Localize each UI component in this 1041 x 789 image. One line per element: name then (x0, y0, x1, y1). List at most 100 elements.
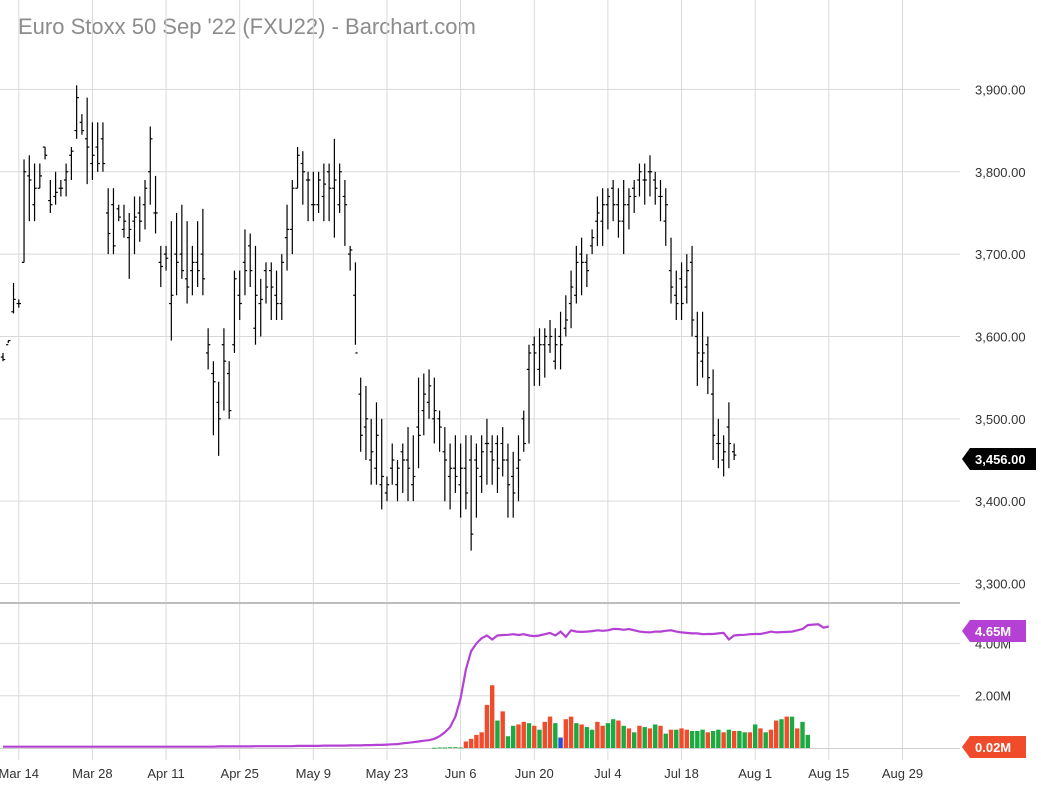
price-y-axis: 3,300.00 3,400.00 3,500.00 3,600.00 3,700.00… (975, 82, 1026, 591)
ohlc-bar (358, 377, 363, 452)
ohlc-bar (626, 188, 632, 230)
ohlc-bar (127, 212, 132, 279)
volume-bar (516, 724, 521, 748)
ohlc-bar (121, 204, 127, 238)
ohlc-bar (84, 97, 90, 185)
volume-bar (458, 747, 463, 749)
ohlc-bar (447, 443, 453, 510)
ohlc-bar (474, 443, 479, 518)
ohlc-bar (684, 254, 689, 304)
ohlc-bar (442, 427, 448, 502)
ohlc-bar (710, 369, 716, 460)
volume-bar (626, 728, 632, 748)
ohlc-bar (279, 254, 284, 320)
volume-bar (526, 723, 532, 748)
ohlc-bar (616, 188, 621, 238)
x-tick-label: Aug 29 (882, 766, 923, 781)
volume-bar (747, 732, 753, 748)
volume-bar (742, 732, 747, 748)
x-tick-label: Jun 6 (445, 766, 477, 781)
volume-bar (642, 727, 647, 748)
ohlc-bar (221, 328, 227, 411)
ohlc-bar (174, 212, 179, 296)
volume-bar (600, 725, 605, 748)
volume-bar (632, 732, 637, 748)
last-price-label: 3,456.00 (975, 452, 1026, 467)
ohlc-bar (489, 435, 495, 485)
ohlc-bar (321, 163, 327, 222)
x-axis: Mar 14 Mar 28 Apr 11 Apr 25 May 9 May 23 Jun 6… (0, 766, 923, 781)
ohlc-bar (11, 282, 16, 314)
ohlc-bar (384, 476, 390, 502)
ohlc-bar (526, 344, 532, 444)
ohlc-bar (390, 443, 395, 485)
ohlc-bar (311, 171, 316, 222)
ohlc-bar (700, 311, 705, 378)
ohlc-bar (537, 328, 542, 386)
volume-bar (610, 719, 616, 748)
x-tick-label: Jun 20 (515, 766, 554, 781)
last-price-badge-shape (962, 448, 1036, 470)
x-tick-label: Jul 4 (594, 766, 621, 781)
price-tick-label: 3,900.00 (975, 82, 1026, 97)
ohlc-bar (610, 180, 616, 222)
volume-bar (684, 729, 689, 748)
volume-bar (726, 729, 732, 748)
volume-bar (663, 733, 668, 748)
ohlc-bar (42, 146, 48, 160)
ohlc-bar (190, 245, 195, 296)
ohlc-bar (400, 443, 405, 493)
ohlc-bar (484, 418, 490, 485)
volume-bar (468, 738, 474, 748)
ohlc-bar (405, 427, 411, 502)
volume-bar (547, 716, 553, 748)
x-tick-label: Mar 28 (72, 766, 112, 781)
ohlc-bar (37, 163, 43, 189)
ohlc-bar (411, 435, 416, 502)
ohlc-bar (290, 180, 295, 255)
volume-bar (752, 724, 758, 748)
ohlc-bar (726, 402, 732, 469)
volume-bar (637, 725, 642, 748)
volume-bar (795, 728, 800, 748)
ohlc-bar (6, 339, 11, 346)
ohlc-bar (416, 377, 421, 469)
volume-bar (489, 685, 495, 748)
volume-bar (721, 732, 726, 748)
ohlc-bar (32, 163, 37, 222)
ohlc-bar (111, 188, 116, 255)
ohlc-bar (137, 196, 142, 242)
ohlc-bar (216, 381, 221, 456)
ohlc-bar (21, 159, 27, 263)
ohlc-bar (379, 418, 384, 510)
ohlc-bar (69, 147, 74, 180)
ohlc-bar (463, 435, 469, 510)
last-price-badge: 3,456.00 (962, 448, 1036, 470)
ohlc-bar (679, 262, 684, 320)
ohlc-bar (674, 270, 679, 320)
volume-bar (505, 736, 511, 748)
ohlc-bar (468, 435, 474, 551)
ohlc-bar (600, 188, 605, 246)
volume-bar (647, 728, 653, 748)
ohlc-bar (647, 155, 653, 197)
ohlc-bar (48, 180, 53, 213)
open-interest-label: 4.65M (975, 624, 1011, 639)
volume-bar (774, 720, 779, 748)
ohlc-bar (242, 229, 248, 296)
ohlc-bar (211, 361, 216, 436)
chart-title: Euro Stoxx 50 Sep '22 (FXU22) - Barchart… (18, 14, 476, 39)
ohlc-bar (326, 163, 332, 222)
ohlc-bar (153, 175, 158, 234)
ohlc-bar (689, 245, 695, 337)
open-interest-badge-shape (962, 620, 1026, 642)
ohlc-bar (505, 443, 511, 518)
ohlc-bar (74, 85, 79, 139)
ohlc-bar (305, 171, 311, 222)
price-grid (0, 88, 960, 585)
volume-bar (574, 723, 579, 748)
ohlc-bar (0, 352, 6, 362)
ohlc-bar (668, 237, 674, 304)
ohlc-bar (426, 369, 432, 419)
